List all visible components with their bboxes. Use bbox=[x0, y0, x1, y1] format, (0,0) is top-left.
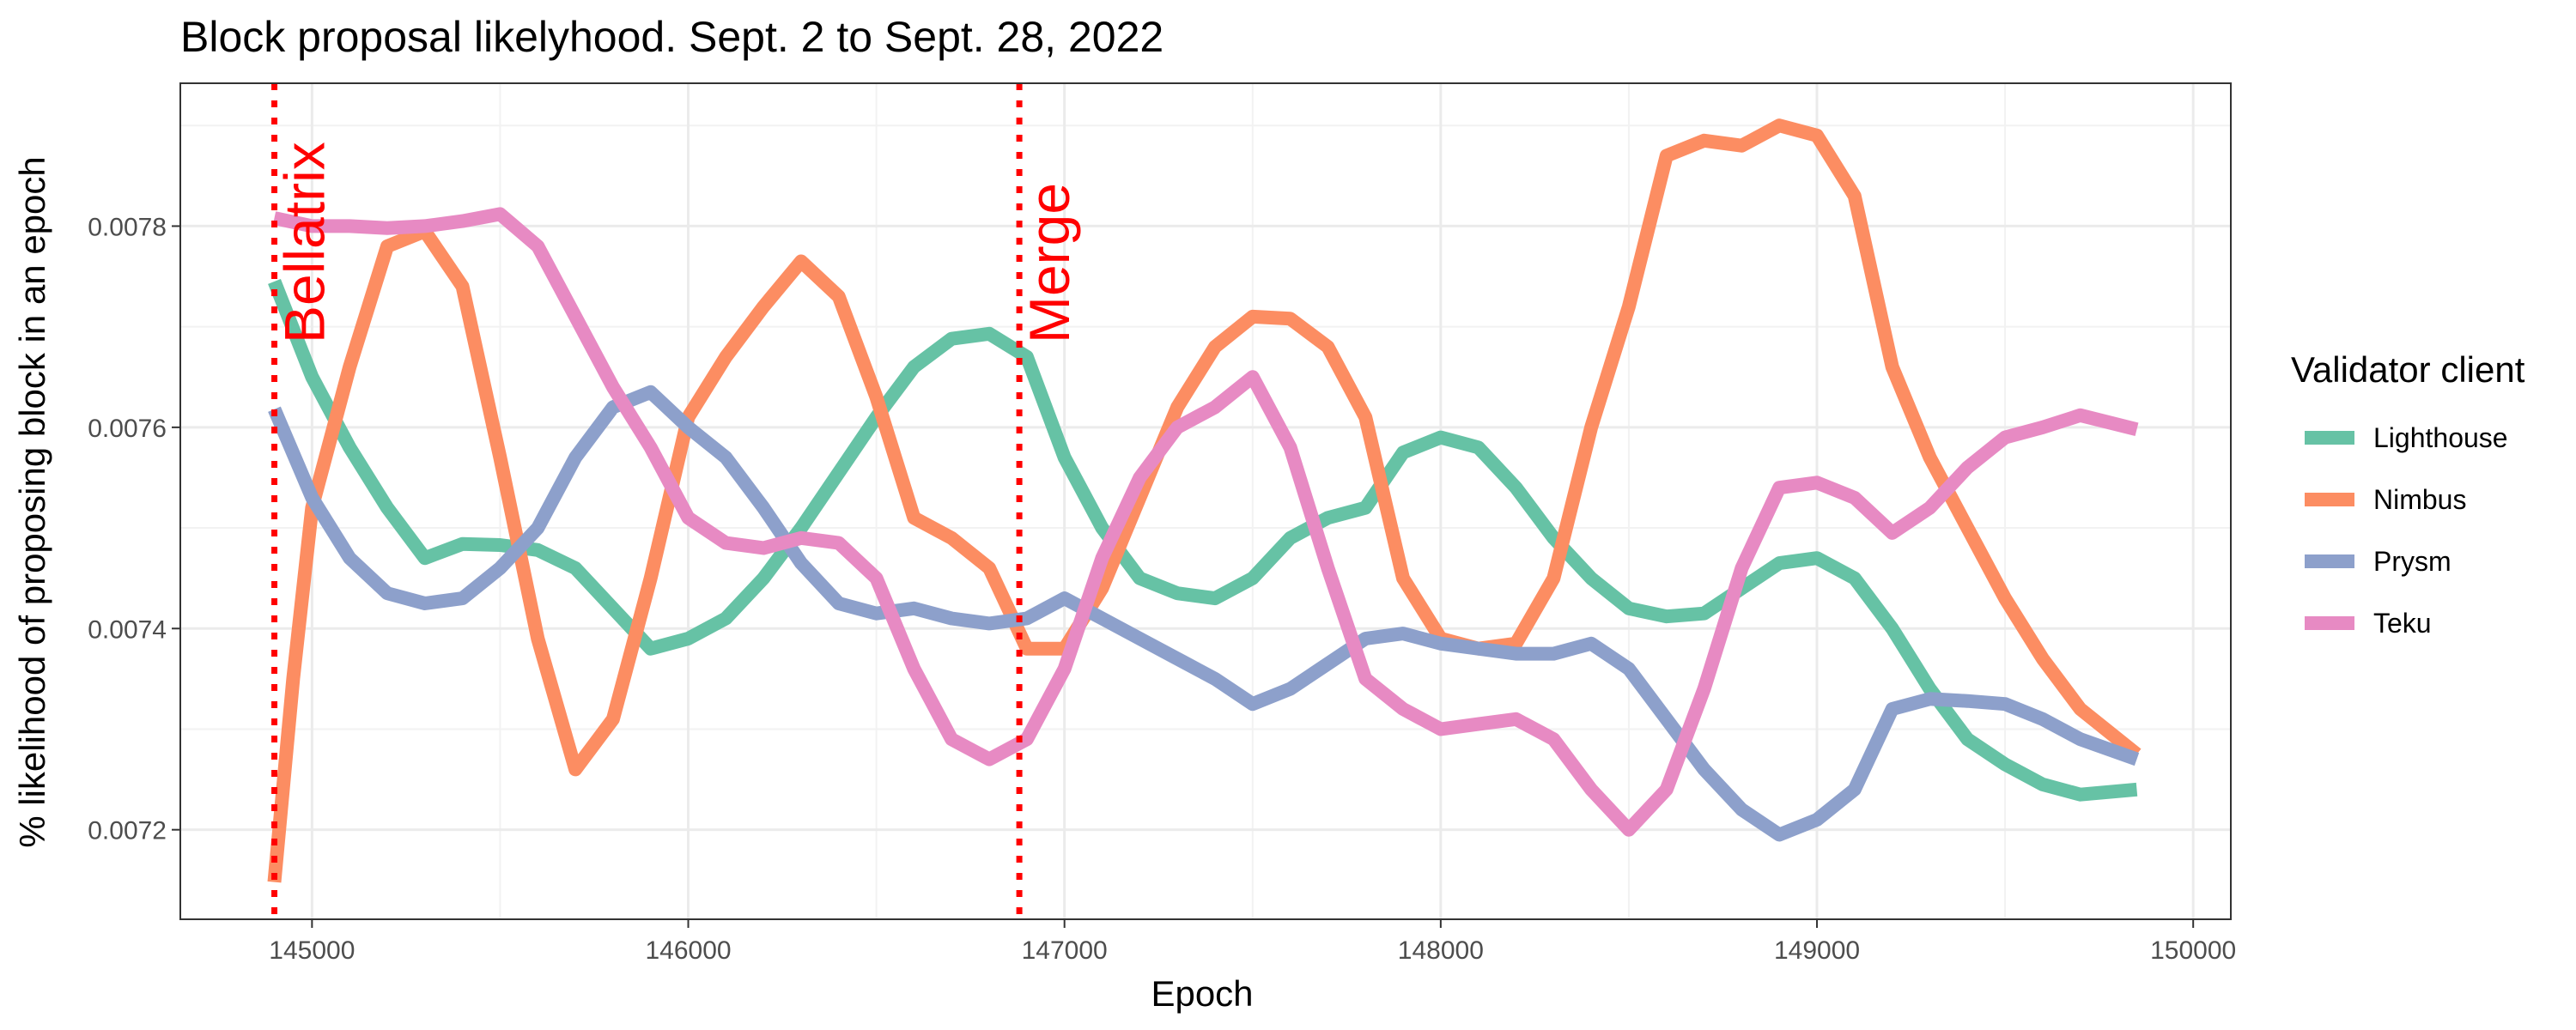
x-tick-label: 147000 bbox=[1022, 936, 1108, 965]
y-tick-label: 0.0072 bbox=[88, 817, 167, 845]
series-line-lighthouse bbox=[268, 278, 2138, 802]
x-tick-label: 150000 bbox=[2150, 936, 2236, 965]
chart-title: Block proposal likelyhood. Sept. 2 to Se… bbox=[180, 13, 1163, 61]
y-axis: 0.0072 0.0074 0.0076 0.0078 bbox=[88, 213, 180, 845]
series-line-nimbus bbox=[267, 118, 2142, 883]
vline-label-bellatrix: Bellatrix bbox=[273, 142, 337, 343]
event-lines: Bellatrix Merge bbox=[271, 83, 1081, 919]
plot-border bbox=[179, 82, 2232, 920]
legend: Validator client Lighthouse Nimbus Prysm Te… bbox=[2291, 349, 2525, 639]
y-tick-label: 0.0076 bbox=[88, 415, 167, 443]
y-tick-label: 0.0078 bbox=[88, 213, 167, 241]
y-tick-label: 0.0074 bbox=[88, 615, 167, 644]
legend-label-lighthouse: Lighthouse bbox=[2373, 422, 2508, 453]
legend-label-nimbus: Nimbus bbox=[2373, 484, 2466, 515]
x-tick-label: 146000 bbox=[645, 936, 731, 965]
minor-gridlines bbox=[180, 83, 2231, 919]
plot-area: Bellatrix Merge bbox=[179, 82, 2232, 920]
plot-background bbox=[180, 83, 2231, 919]
x-tick-label: 149000 bbox=[1774, 936, 1860, 965]
x-axis-title: Epoch bbox=[1151, 973, 1253, 1014]
y-axis-title: % likelihood of proposing block in an ep… bbox=[12, 156, 52, 848]
vline-label-merge: Merge bbox=[1018, 183, 1081, 343]
legend-label-prysm: Prysm bbox=[2373, 546, 2451, 577]
series-lines bbox=[267, 118, 2142, 883]
legend-label-teku: Teku bbox=[2373, 608, 2432, 639]
x-tick-label: 148000 bbox=[1398, 936, 1484, 965]
series-line-teku bbox=[272, 207, 2139, 837]
x-tick-label: 145000 bbox=[269, 936, 355, 965]
legend-title: Validator client bbox=[2291, 349, 2525, 390]
x-axis: 145000 146000 147000 148000 149000 150000 bbox=[269, 919, 2236, 965]
series-line-prysm bbox=[268, 385, 2140, 842]
